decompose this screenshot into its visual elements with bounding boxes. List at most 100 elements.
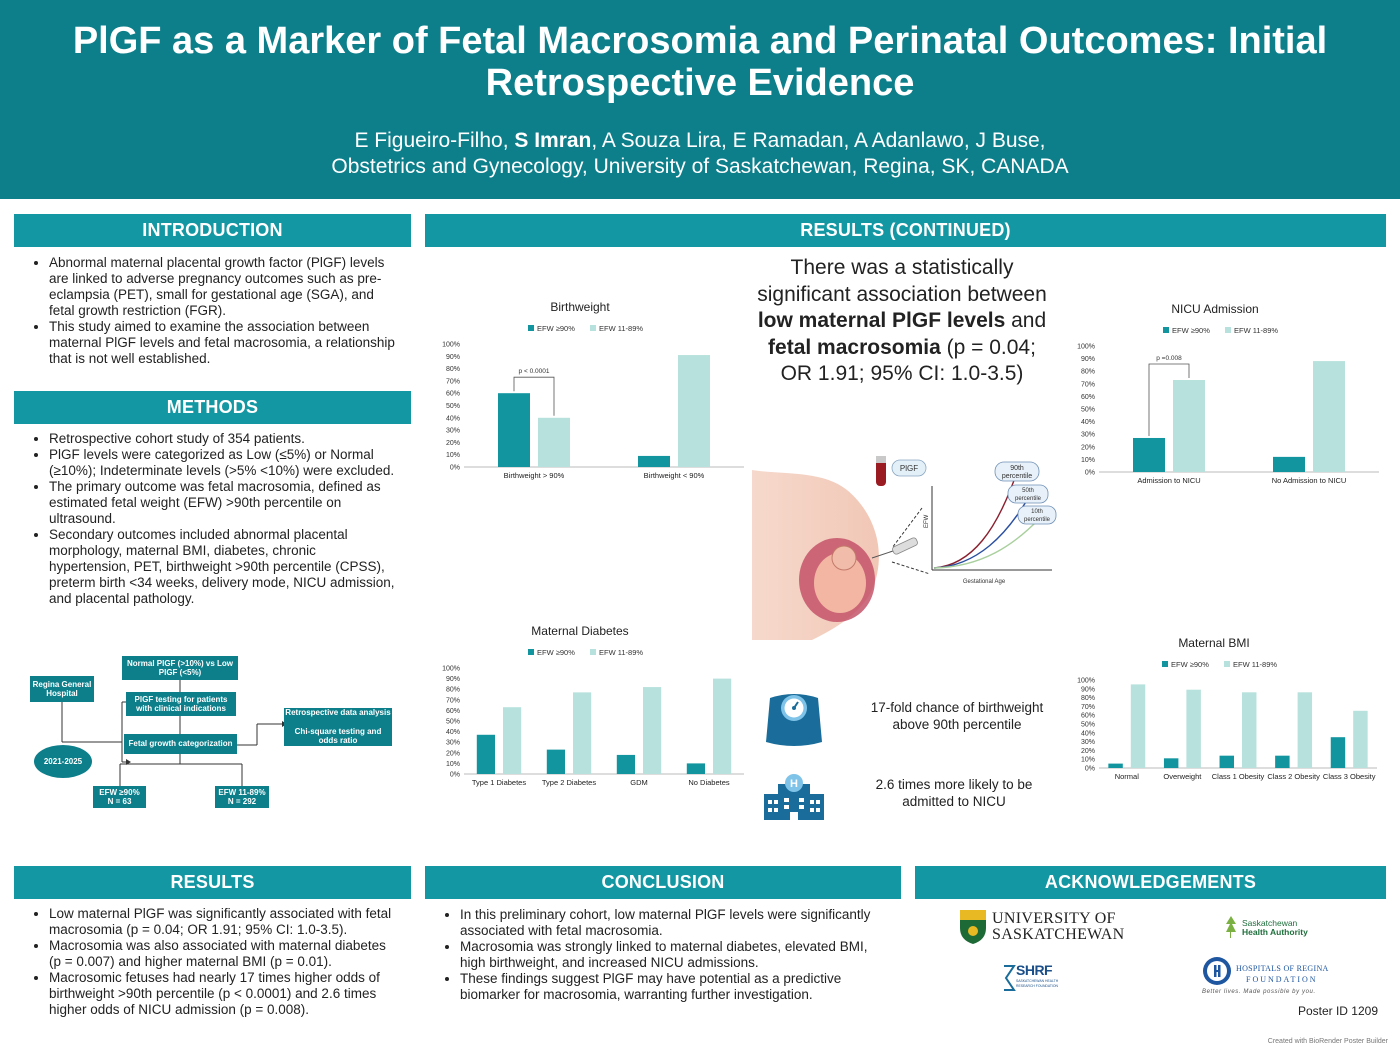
sha-line2: Health Authority xyxy=(1242,927,1308,937)
y-tick-label: 40% xyxy=(1081,419,1095,426)
statement-part1: There was a statistically significant as… xyxy=(757,256,1047,306)
y-tick-label: 70% xyxy=(446,697,460,704)
p-value-annotation: p =0.008 xyxy=(1156,355,1182,362)
y-tick-label: 30% xyxy=(1081,739,1095,746)
shrf-subtext: SASKATCHEWAN HEALTH RESEARCH FOUNDATION xyxy=(1016,979,1059,988)
bar-1-4 xyxy=(1353,710,1368,768)
y-tick-label: 90% xyxy=(446,354,460,361)
legend-label: EFW 11-89% xyxy=(599,324,643,333)
methods-heading: METHODS xyxy=(14,391,411,424)
svg-text:percentile: percentile xyxy=(1002,473,1032,480)
bar-0-1 xyxy=(546,749,565,774)
flow-group-macrosomia: EFW ≥90% N = 63 xyxy=(93,786,146,808)
y-tick-label: 10% xyxy=(446,452,460,459)
y-tick-label: 50% xyxy=(1081,722,1095,729)
y-tick-label: 100% xyxy=(442,666,460,673)
authors-prefix: E Figueiro-Filho, xyxy=(354,129,515,152)
bullet-item: Abnormal maternal placental growth facto… xyxy=(49,255,396,319)
introduction-list: Abnormal maternal placental growth facto… xyxy=(14,255,396,367)
y-tick-label: 50% xyxy=(446,403,460,410)
sha-logo: Saskatchewan Health Authority xyxy=(1224,916,1344,942)
bar-1-1 xyxy=(1186,689,1201,768)
flow-stats: Chi-square testing and odds ratio xyxy=(294,726,382,746)
legend-swatch xyxy=(590,325,596,331)
y-tick-label: 30% xyxy=(446,428,460,435)
flow-analysis: Retrospective data analysis xyxy=(285,708,391,718)
statement-bold1: low maternal PlGF levels xyxy=(757,309,1006,332)
results-heading: RESULTS xyxy=(14,866,411,899)
category-label: No Diabetes xyxy=(688,778,730,787)
significance-bracket xyxy=(513,376,555,416)
bullet-item: Retrospective cohort study of 354 patien… xyxy=(49,431,396,447)
category-label: Class 1 Obesity xyxy=(1212,772,1265,781)
y-tick-label: 50% xyxy=(446,719,460,726)
significance-bracket xyxy=(1148,363,1190,436)
bullet-item: Secondary outcomes included abnormal pla… xyxy=(49,527,396,607)
y-tick-label: 10% xyxy=(446,761,460,768)
p90-curve xyxy=(933,471,1018,569)
acknowledgements-heading: ACKNOWLEDGEMENTS xyxy=(915,866,1386,899)
bar-1-2 xyxy=(1242,692,1257,768)
legend-label: EFW ≥90% xyxy=(537,648,575,657)
bar-1-0 xyxy=(1130,684,1146,768)
category-label: Birthweight > 90% xyxy=(504,471,565,480)
legend-label: EFW 11-89% xyxy=(1234,326,1278,335)
bullet-item: Macrosomia was strongly linked to matern… xyxy=(460,939,891,971)
y-tick-label: 100% xyxy=(1077,344,1095,351)
y-tick-label: 100% xyxy=(442,342,460,349)
affiliation: Obstetrics and Gynecology, University of… xyxy=(331,155,1069,178)
bar-0-1 xyxy=(1163,758,1179,768)
y-tick-label: 90% xyxy=(446,676,460,683)
y-tick-label: 10% xyxy=(1081,457,1095,464)
legend-label: EFW 11-89% xyxy=(1233,660,1277,669)
bar-0-1 xyxy=(1273,456,1305,472)
builder-credit: Created with BioRender Poster Builder xyxy=(1267,1038,1388,1045)
svg-text:50th: 50th xyxy=(1022,488,1034,494)
y-tick-label: 40% xyxy=(446,729,460,736)
hospital-icon: H xyxy=(762,772,826,820)
bar-0-3 xyxy=(1275,755,1290,768)
shrf-logo: SHRF SASKATCHEWAN HEALTH RESEARCH FOUNDA… xyxy=(1000,962,1080,994)
svg-text:percentile: percentile xyxy=(1024,517,1051,523)
y-tick-label: 80% xyxy=(1081,695,1095,702)
flow-testing: PlGF testing for patients with clinical … xyxy=(126,692,236,716)
usask-logo: UNIVERSITY OF SASKATCHEWAN xyxy=(958,908,1124,948)
efw-axis-label: EFW xyxy=(924,514,930,528)
legend-label: EFW ≥90% xyxy=(1172,326,1210,335)
y-tick-label: 40% xyxy=(446,415,460,422)
chart-title: Maternal Diabetes xyxy=(531,624,628,638)
legend-label: EFW ≥90% xyxy=(537,324,575,333)
bar-0-1 xyxy=(638,455,670,467)
y-tick-label: 20% xyxy=(1081,444,1095,451)
results-continued-heading: RESULTS (CONTINUED) xyxy=(425,214,1386,247)
ultrasound-probe-icon xyxy=(892,537,918,555)
hor-tagline: Better lives. Made possible by you. xyxy=(1202,989,1316,995)
conclusion-heading: CONCLUSION xyxy=(425,866,901,899)
sha-line1: Saskatchewan xyxy=(1242,918,1298,928)
category-label: Admission to NICU xyxy=(1137,476,1200,485)
category-label: Overweight xyxy=(1163,772,1202,781)
scale-icon xyxy=(764,684,824,750)
poster-id: Poster ID 1209 xyxy=(1297,1004,1378,1018)
usask-line1: UNIVERSITY OF xyxy=(992,910,1116,927)
y-tick-label: 20% xyxy=(446,440,460,447)
y-tick-label: 0% xyxy=(1085,470,1095,477)
y-tick-label: 20% xyxy=(1081,748,1095,755)
bar-1-1 xyxy=(573,692,592,774)
bar-1-0 xyxy=(503,707,522,774)
svg-text:90th: 90th xyxy=(1010,465,1024,472)
category-label: No Admission to NICU xyxy=(1272,476,1347,485)
legend-swatch xyxy=(1224,661,1230,667)
y-tick-label: 0% xyxy=(450,772,460,779)
hor-foundation-logo: HOSPITALS OF REGINA FOUNDATION Better li… xyxy=(1200,956,1340,998)
chart-svg: Birthweight EFW ≥90% EFW 11-89% 0% 10% 20% 30%… xyxy=(442,300,744,480)
y-tick-label: 80% xyxy=(1081,369,1095,376)
pregnancy-growth-illustration: PlGF EFW Gestational Age 90th percentile… xyxy=(752,456,1057,640)
bar-1-1 xyxy=(1313,361,1345,472)
results-body: Low maternal PlGF was significantly asso… xyxy=(14,906,396,1018)
svg-text:H: H xyxy=(790,778,798,790)
usask-line2: SASKATCHEWAN xyxy=(992,926,1125,943)
pregnancy-illustration: PlGF EFW Gestational Age 90th percentile… xyxy=(752,450,1062,640)
flow-group-normal: EFW 11-89% N = 292 xyxy=(215,786,269,808)
flow-normal-vs-low: Normal PlGF (>10%) vs Low PlGF (<5%) xyxy=(122,656,238,680)
